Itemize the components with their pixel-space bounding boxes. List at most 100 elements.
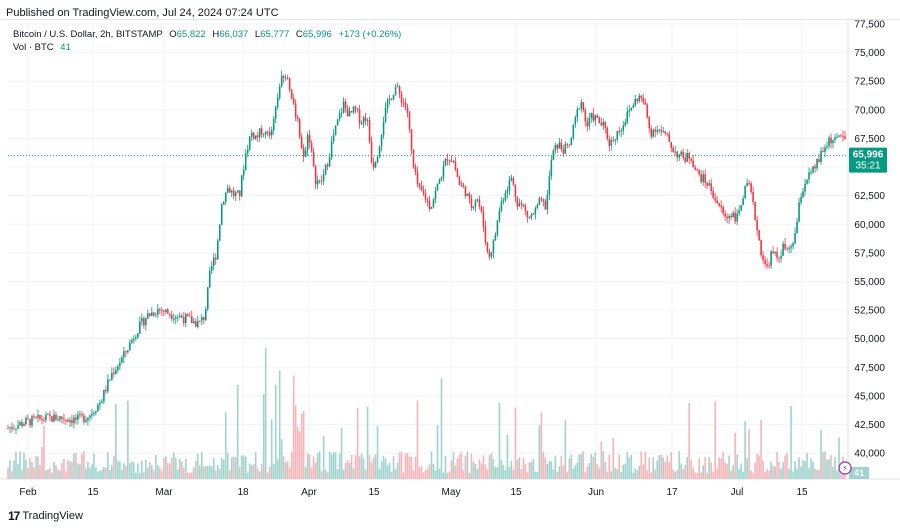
candle-body (694, 167, 696, 170)
candle-body (220, 204, 223, 225)
candle-body (21, 422, 23, 427)
volume-bar (346, 460, 349, 479)
candle-body (384, 107, 387, 122)
volume-bar (600, 441, 603, 479)
volume-bar (250, 465, 253, 479)
high-value: 66,037 (219, 29, 249, 40)
candle-body (37, 414, 39, 418)
candle-body (702, 174, 704, 182)
candle-body (11, 427, 13, 429)
candle-body (356, 108, 359, 110)
volume-bar (266, 472, 269, 479)
price-tick-label: 72,500 (854, 77, 885, 88)
candle-body (686, 153, 688, 162)
candle-body (754, 202, 756, 221)
candle-body (17, 425, 19, 429)
volume-bar (366, 406, 369, 479)
volume-bar (752, 472, 754, 479)
volume-bar (21, 469, 23, 479)
candle-body (342, 101, 345, 113)
volume-bar (123, 463, 125, 479)
candle-body (696, 169, 698, 171)
time-tick-label: May (442, 487, 461, 498)
candlestick-chart[interactable]: 77,50075,00072,50070,00067,50065,00062,5… (0, 20, 900, 505)
candle-body (824, 147, 826, 152)
candle-body (576, 109, 579, 118)
volume-bar (344, 462, 347, 479)
volume-bar (101, 470, 103, 479)
candle-body (390, 98, 393, 100)
volume-bar (326, 472, 329, 479)
candle-body (81, 414, 83, 416)
volume-bar (89, 467, 91, 479)
volume-bar (798, 457, 800, 479)
candle-body (712, 191, 714, 198)
candle-body (604, 121, 607, 128)
volume-bar (372, 457, 375, 479)
candle-body (540, 198, 543, 200)
volume-bar (398, 452, 401, 479)
volume-bar (342, 469, 345, 479)
volume-bar (590, 454, 593, 479)
candle-body (280, 76, 283, 87)
price-tick-label: 60,000 (854, 220, 885, 231)
volume-bar (524, 463, 527, 479)
candle-body (598, 117, 601, 124)
candle-body (175, 317, 177, 319)
candle-body (107, 379, 109, 392)
volume-bar (612, 438, 615, 479)
candle-body (396, 86, 399, 88)
candle-body (99, 402, 101, 405)
volume-label[interactable]: Vol · BTC (13, 42, 54, 53)
candle-body (502, 200, 505, 202)
candle-body (642, 97, 645, 103)
volume-bar (224, 412, 227, 479)
symbol-title[interactable]: Bitcoin / U.S. Dollar, 2h, BITSTAMP (13, 29, 163, 40)
candle-body (534, 208, 537, 215)
candle-body (522, 204, 525, 207)
volume-bar (446, 472, 449, 479)
volume-bar (188, 472, 191, 479)
volume-bar (478, 459, 481, 479)
volume-bar (129, 462, 131, 479)
candle-body (9, 427, 11, 429)
candle-body (306, 135, 309, 151)
volume-bar (364, 470, 367, 479)
volume-bar (594, 452, 597, 479)
candle-body (656, 129, 659, 132)
candle-body (133, 338, 135, 340)
candle-body (167, 309, 169, 314)
candle-body (169, 313, 171, 316)
chart-frame[interactable]: 77,50075,00072,50070,00067,50065,00062,5… (0, 19, 900, 505)
volume-bar (642, 464, 645, 479)
candle-body (418, 184, 421, 186)
volume-bar (502, 464, 505, 479)
volume-bar (670, 452, 673, 479)
candle-body (370, 141, 373, 163)
footer-brand[interactable]: 17 TradingView (8, 509, 83, 523)
candle-body (113, 372, 115, 374)
volume-bar (41, 446, 43, 479)
candle-body (83, 415, 85, 422)
candle-body (101, 401, 103, 403)
volume-bar (700, 472, 702, 479)
candle-body (232, 190, 235, 197)
volume-bar (572, 468, 575, 479)
candle-body (35, 417, 37, 418)
volume-bar (560, 455, 563, 479)
volume-bar (73, 453, 75, 479)
volume-bar (39, 465, 41, 479)
candle-body (654, 129, 657, 132)
candle-body (794, 233, 796, 244)
candle-body (350, 111, 353, 113)
volume-bar (490, 453, 493, 479)
candle-body (200, 317, 203, 321)
volume-bar (173, 452, 175, 479)
candle-body (360, 123, 363, 125)
volume-bar (95, 467, 97, 479)
candle-body (157, 309, 159, 315)
candle-body (284, 77, 287, 79)
volume-bar (726, 463, 728, 479)
volume-bar (186, 472, 189, 479)
